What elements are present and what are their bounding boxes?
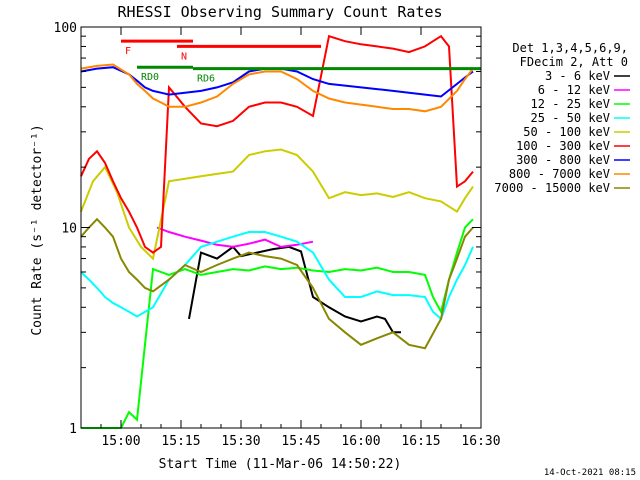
series-line-7 bbox=[80, 63, 474, 113]
legend: Det 1,3,4,5,6,9,FDecim 2, Att 03 - 6 keV… bbox=[494, 41, 630, 195]
legend-label-3: 25 - 50 keV bbox=[531, 111, 610, 125]
legend-label-4: 50 - 100 keV bbox=[523, 125, 610, 139]
y-tick-label-2: 100 bbox=[54, 21, 77, 36]
y-axis-label: Count Rate (s⁻¹ detector⁻¹) bbox=[30, 124, 45, 335]
x-tick-label-6: 16:30 bbox=[461, 434, 500, 449]
legend-header-line: Det 1,3,4,5,6,9, bbox=[512, 41, 628, 55]
x-tick-label-4: 16:00 bbox=[341, 434, 380, 449]
annotation-layer: RD0 RD6 N F bbox=[121, 39, 481, 85]
series-line-8 bbox=[80, 217, 474, 350]
x-tick-label-1: 15:15 bbox=[161, 434, 200, 449]
series-line-3 bbox=[80, 231, 474, 321]
footer-timestamp: 14-Oct-2021 08:15 bbox=[544, 468, 636, 478]
legend-label-0: 3 - 6 keV bbox=[545, 69, 610, 83]
tick-layer: 15:00 15:15 15:30 15:45 16:00 16:15 16:30 1 10 10… bbox=[54, 21, 501, 449]
annotation-label-0: RD0 bbox=[141, 72, 159, 83]
x-tick-label-0: 15:00 bbox=[101, 434, 140, 449]
series-layer bbox=[80, 34, 474, 429]
legend-label-2: 12 - 25 keV bbox=[531, 97, 610, 111]
series-line-5 bbox=[80, 34, 474, 254]
series-line-2 bbox=[81, 218, 474, 429]
series-line-4 bbox=[80, 148, 474, 261]
annotation-label-2: N bbox=[181, 51, 187, 62]
y-tick-label-1: 10 bbox=[61, 222, 77, 237]
annotation-label-3: F bbox=[125, 46, 131, 57]
x-tick-label-2: 15:30 bbox=[221, 434, 260, 449]
series-line-0 bbox=[188, 245, 401, 334]
legend-label-6: 300 - 800 keV bbox=[516, 153, 610, 167]
x-tick-label-5: 16:15 bbox=[401, 434, 440, 449]
legend-label-8: 7000 - 15000 keV bbox=[494, 181, 610, 195]
legend-label-1: 6 - 12 keV bbox=[538, 83, 610, 97]
series-line-1 bbox=[156, 226, 314, 248]
legend-label-5: 100 - 300 keV bbox=[516, 139, 610, 153]
x-tick-label-3: 15:45 bbox=[281, 434, 320, 449]
legend-header-line: FDecim 2, Att 0 bbox=[520, 55, 628, 69]
x-axis-label: Start Time (11-Mar-06 14:50:22) bbox=[159, 457, 402, 472]
chart-title: RHESSI Observing Summary Count Rates bbox=[117, 3, 442, 21]
y-tick-label-0: 1 bbox=[69, 422, 77, 437]
annotation-label-1: RD6 bbox=[197, 74, 215, 85]
legend-label-7: 800 - 7000 keV bbox=[509, 167, 610, 181]
